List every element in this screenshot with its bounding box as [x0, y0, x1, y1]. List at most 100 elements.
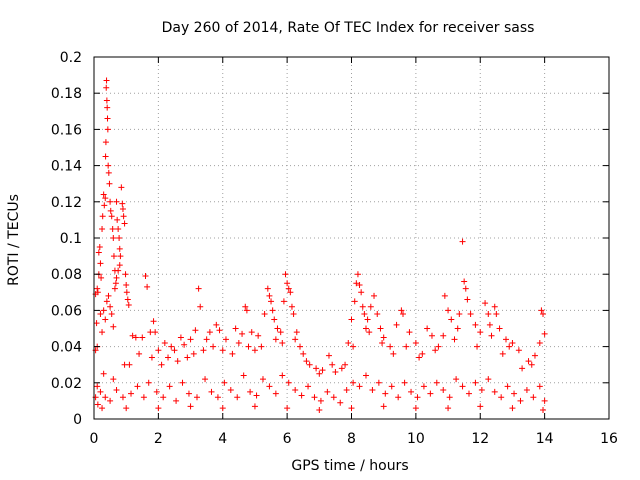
data-point — [369, 387, 376, 394]
data-point — [219, 347, 226, 354]
data-point — [356, 383, 363, 390]
data-point — [325, 352, 332, 359]
data-point — [264, 285, 271, 292]
data-point — [111, 285, 118, 292]
data-point — [472, 321, 479, 328]
data-point — [128, 390, 135, 397]
data-point — [119, 394, 126, 401]
data-point — [121, 220, 128, 227]
data-point — [251, 347, 258, 354]
data-point — [259, 376, 266, 383]
data-point — [408, 388, 415, 395]
data-point — [362, 325, 369, 332]
data-point — [219, 405, 226, 412]
data-point — [139, 334, 146, 341]
data-point — [194, 394, 200, 401]
data-point — [351, 298, 358, 305]
data-point — [303, 358, 310, 365]
data-point — [419, 350, 426, 357]
data-point — [103, 97, 110, 104]
y-tick-label: 0.02 — [51, 376, 82, 392]
data-point — [509, 339, 516, 346]
data-point — [293, 329, 300, 336]
data-point — [305, 383, 312, 390]
data-point — [477, 329, 484, 336]
data-point — [491, 303, 498, 310]
data-point — [102, 153, 109, 160]
data-point — [453, 376, 460, 383]
data-point — [125, 301, 132, 308]
data-point — [152, 329, 159, 336]
data-point — [485, 376, 492, 383]
data-point — [316, 370, 323, 377]
y-tick-label: 0.08 — [51, 267, 82, 283]
data-point — [202, 376, 209, 383]
data-point — [94, 289, 101, 296]
data-point — [187, 403, 194, 410]
data-point — [108, 311, 115, 318]
data-point — [459, 238, 466, 245]
data-point — [122, 271, 129, 278]
data-point — [102, 195, 109, 202]
data-point — [99, 213, 106, 220]
data-point — [216, 327, 223, 334]
data-point — [97, 260, 104, 267]
data-point — [102, 139, 109, 146]
data-point — [412, 339, 419, 346]
data-point — [536, 383, 543, 390]
data-point — [292, 387, 299, 394]
data-point — [509, 405, 516, 412]
data-point — [94, 285, 101, 292]
data-point — [165, 354, 172, 361]
data-point — [371, 292, 378, 299]
data-point — [525, 358, 532, 365]
data-point — [248, 329, 255, 336]
data-point — [380, 403, 387, 410]
data-point — [160, 394, 167, 401]
data-point — [121, 361, 128, 368]
data-point — [113, 198, 120, 205]
data-point — [155, 405, 162, 412]
data-point — [380, 334, 387, 341]
data-point — [445, 405, 452, 412]
data-point — [150, 318, 157, 325]
data-point — [104, 104, 111, 111]
data-point — [119, 206, 126, 213]
data-point — [214, 394, 221, 401]
data-point — [474, 343, 481, 350]
data-point — [245, 343, 252, 350]
data-point — [113, 274, 120, 281]
data-point — [107, 303, 114, 310]
data-point — [271, 316, 278, 323]
data-point — [345, 339, 352, 346]
data-point — [350, 343, 357, 350]
data-point — [184, 354, 191, 361]
data-point — [104, 126, 111, 133]
data-point — [485, 311, 492, 318]
data-point — [119, 200, 126, 207]
y-tick-label: 0.18 — [51, 86, 82, 102]
data-point — [287, 289, 294, 296]
data-point — [367, 303, 374, 310]
data-point — [229, 350, 236, 357]
data-point — [105, 169, 112, 176]
data-point — [123, 289, 130, 296]
data-point — [258, 343, 265, 350]
data-point — [400, 311, 406, 318]
data-point — [185, 390, 192, 397]
data-point — [190, 350, 197, 357]
data-point — [387, 343, 394, 350]
data-point — [114, 216, 121, 223]
data-point — [104, 115, 111, 122]
data-point — [288, 303, 295, 310]
data-point — [482, 300, 489, 307]
data-point — [388, 383, 395, 390]
data-point — [96, 244, 103, 251]
data-point — [324, 388, 331, 395]
data-point — [541, 330, 548, 337]
data-point — [116, 262, 123, 269]
y-tick-label: 0.04 — [51, 340, 82, 356]
data-point — [456, 311, 463, 318]
data-point — [538, 307, 545, 314]
data-point — [107, 198, 114, 205]
